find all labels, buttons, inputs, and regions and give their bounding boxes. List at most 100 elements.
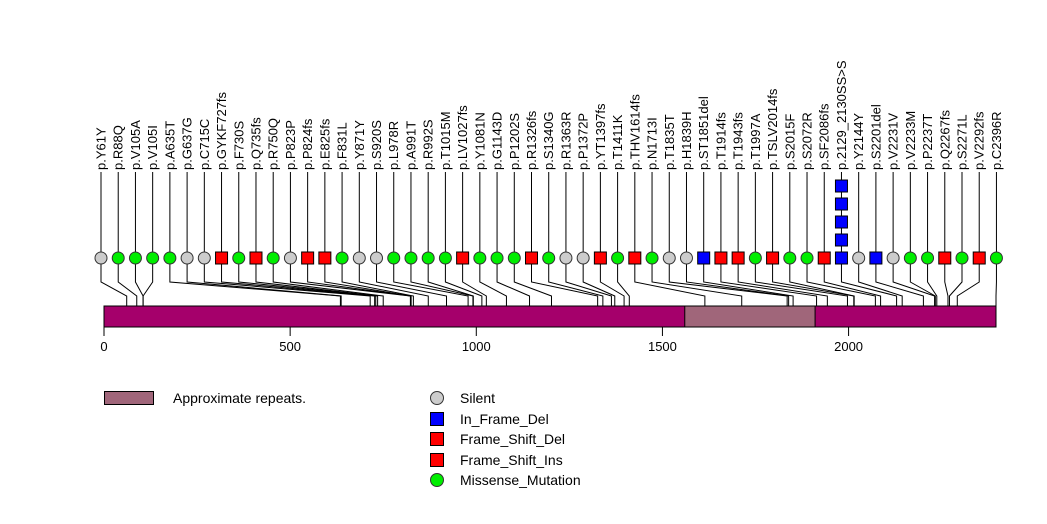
mutation-label: p.R88Q xyxy=(111,125,126,170)
marker-silent xyxy=(852,251,866,265)
mutation-label: p.F831L xyxy=(335,122,350,170)
marker-missense-mutation xyxy=(611,251,625,265)
mutation-label: p.GYKF727fs xyxy=(214,91,229,170)
marker-missense-mutation xyxy=(387,251,401,265)
legend-label: Frame_Shift_Del xyxy=(460,431,566,447)
marker-missense-mutation xyxy=(989,251,1003,265)
marker-silent xyxy=(576,251,590,265)
legend-item-frame-shift-ins: Frame_Shift_Ins xyxy=(430,452,563,468)
mutation-label: p.P823P xyxy=(283,120,298,170)
mutation-label: p.ST1851del xyxy=(696,96,711,170)
marker-silent xyxy=(94,251,108,265)
mutation-label: p.C715C xyxy=(197,119,212,170)
marker-frame-shift-del xyxy=(301,251,315,265)
legend-swatch-square xyxy=(430,452,444,467)
legend-swatch-square xyxy=(430,411,444,426)
mutation-label: p.P2237T xyxy=(920,114,935,170)
marker-missense-mutation xyxy=(232,251,246,265)
marker-frame-shift-del xyxy=(318,251,332,265)
marker-in-frame-del xyxy=(834,251,848,265)
mutation-label: p.P1202S xyxy=(507,113,522,170)
mutation-label: p.V2233M xyxy=(903,111,918,170)
protein-bar xyxy=(103,305,997,328)
mutation-label: p.V2292fs xyxy=(972,111,987,170)
mutation-label: p.S2271L xyxy=(955,114,970,170)
mutation-markers xyxy=(94,179,1003,265)
mutation-label: p.H1839H xyxy=(679,111,694,170)
marker-silent xyxy=(180,251,194,265)
protein-backbone xyxy=(103,305,997,328)
mutation-label: p.E825fs xyxy=(317,118,332,170)
mutation-label: p.Y2144Y xyxy=(851,113,866,170)
marker-missense-mutation xyxy=(438,251,452,265)
mutation-label: p.T1835T xyxy=(662,114,677,170)
mutation-label: p.TSLV2014fs xyxy=(765,88,780,170)
marker-in-frame-del xyxy=(834,215,848,229)
mutation-label: p.S2015F xyxy=(782,114,797,170)
marker-frame-shift-del xyxy=(714,251,728,265)
marker-missense-mutation xyxy=(921,251,935,265)
mutation-label: p.S2072R xyxy=(800,112,815,170)
marker-missense-mutation xyxy=(421,251,435,265)
marker-missense-mutation xyxy=(800,251,814,265)
marker-silent xyxy=(679,251,693,265)
mutation-label: p.S2201del xyxy=(868,104,883,170)
mutation-label: p.V2231V xyxy=(886,113,901,170)
mutation-label: p.P1372P xyxy=(576,113,591,170)
marker-silent xyxy=(886,251,900,265)
mutation-label: p.L978R xyxy=(386,121,401,170)
marker-frame-shift-del xyxy=(525,251,538,265)
marker-in-frame-del xyxy=(834,233,848,247)
mutation-label: p.Y61Y xyxy=(94,127,109,170)
domain-approximate-repeats xyxy=(684,305,816,328)
x-tick-label: 2000 xyxy=(834,339,863,354)
mutation-label: p.G1143D xyxy=(490,112,505,170)
x-axis: 0 500 1000 1500 2000 xyxy=(100,327,863,354)
legend-label: Approximate repeats. xyxy=(173,390,307,406)
legend-item-silent: Silent xyxy=(430,390,495,406)
mutation-label: p.F730S xyxy=(231,121,246,170)
mutation-label: p.T1997A xyxy=(748,113,763,170)
x-tick-label: 1500 xyxy=(648,339,677,354)
marker-frame-shift-del xyxy=(215,251,229,265)
mutation-label: p.T1411K xyxy=(610,114,625,170)
legend-swatch-square xyxy=(430,432,444,446)
marker-missense-mutation xyxy=(473,251,487,265)
mutation-label: p.V105A xyxy=(128,120,143,170)
marker-missense-mutation xyxy=(903,251,917,265)
mutation-label: p.T1015M xyxy=(438,111,453,170)
marker-missense-mutation xyxy=(404,251,418,265)
marker-silent xyxy=(662,251,676,265)
legend-label: In_Frame_Del xyxy=(460,410,549,427)
legend-swatch-circle xyxy=(430,391,444,405)
mutation-label: p.T1914fs xyxy=(713,112,728,170)
mutation-label: p.N1713I xyxy=(645,117,660,170)
mutation-label: p.SF2086fs xyxy=(817,103,832,170)
marker-frame-shift-del xyxy=(766,251,780,265)
mutation-label: p.A991T xyxy=(403,121,418,170)
marker-frame-shift-del xyxy=(972,251,986,265)
legend-swatch-circle xyxy=(430,473,444,487)
marker-missense-mutation xyxy=(163,251,177,265)
marker-in-frame-del xyxy=(834,179,848,193)
mutation-label: p.A635T xyxy=(162,121,177,170)
marker-silent xyxy=(283,251,297,265)
mutation-label: p.Y1081N xyxy=(472,112,487,170)
marker-in-frame-del xyxy=(869,251,883,265)
marker-silent xyxy=(197,251,211,265)
marker-frame-shift-del xyxy=(249,251,263,265)
marker-frame-shift-del xyxy=(731,251,745,265)
marker-missense-mutation xyxy=(542,251,556,265)
mutation-label: p.LV1027fs xyxy=(455,105,470,170)
marker-missense-mutation xyxy=(748,251,762,265)
mutation-label: p.S920S xyxy=(369,120,384,170)
mutation-label: p.R1363R xyxy=(558,111,573,170)
marker-frame-shift-del xyxy=(593,251,607,265)
legend-label: Frame_Shift_Ins xyxy=(460,451,563,468)
marker-frame-shift-del xyxy=(817,251,831,265)
mutation-label: p.R1326fs xyxy=(524,110,539,170)
legend-label: Missense_Mutation xyxy=(460,472,581,488)
marker-frame-shift-del xyxy=(628,251,642,265)
legend-label: Silent xyxy=(460,390,496,406)
legend-item-approximate-repeats: Approximate repeats. xyxy=(104,390,306,406)
